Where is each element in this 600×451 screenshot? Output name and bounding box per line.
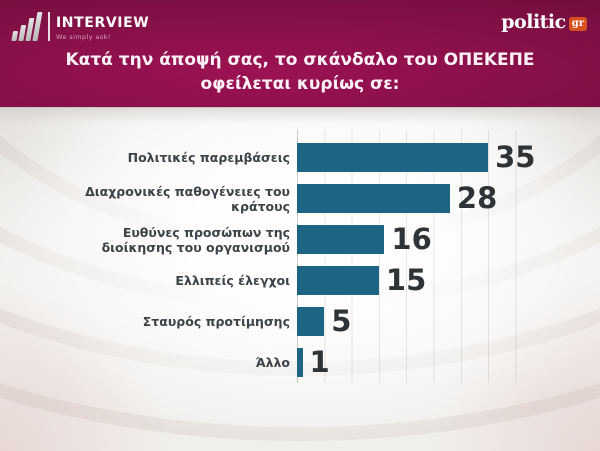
value-label: 15	[385, 263, 427, 297]
bar-chart: Πολιτικές παρεμβάσεις 35 Διαχρονικές παθ…	[53, 137, 593, 383]
politic-logo: politic gr	[501, 13, 587, 32]
poll-question-title: Κατά την άποψή σας, το σκάνδαλο του ΟΠΕΚ…	[65, 50, 535, 94]
chart-area: Πολιτικές παρεμβάσεις 35 Διαχρονικές παθ…	[0, 108, 600, 451]
bar	[297, 184, 450, 213]
interview-brand-name: INTERVIEW	[56, 15, 150, 31]
category-label: Σταυρός προτίμησης	[142, 314, 290, 329]
politic-brand-name: politic	[501, 11, 566, 33]
bar	[297, 348, 303, 377]
header-banner: INTERVIEW We simply ask! politic gr Κατά…	[0, 0, 600, 108]
value-label: 35	[495, 140, 536, 174]
bar	[297, 266, 379, 295]
category-label: Πολιτικές παρεμβάσεις	[127, 150, 290, 165]
category-label: Ελλιπείς έλεγχοι	[175, 273, 290, 288]
bar-row: Άλλο 1	[53, 342, 593, 383]
bar-row: Ευθύνες προσώπων της διοίκησης του οργαν…	[53, 219, 593, 260]
category-label: Διαχρονικές παθογένειες του κράτους	[85, 183, 290, 214]
bar	[297, 143, 489, 172]
category-label: Άλλο	[255, 355, 290, 370]
politic-gr-badge: gr	[568, 17, 587, 31]
logo-divider	[48, 12, 50, 41]
bar	[297, 307, 325, 336]
interview-tagline: We simply ask!	[56, 33, 111, 41]
bar-row: Ελλιπείς έλεγχοι 15	[53, 260, 593, 301]
bar-row: Σταυρός προτίμησης 5	[53, 301, 593, 342]
bar	[297, 225, 385, 254]
value-label: 5	[331, 304, 352, 338]
bar-row: Πολιτικές παρεμβάσεις 35	[53, 137, 593, 178]
category-label: Ευθύνες προσώπων της διοίκησης του οργαν…	[101, 224, 290, 255]
interview-logo: INTERVIEW We simply ask!	[11, 9, 150, 41]
audio-bars-icon	[11, 11, 44, 41]
value-label: 16	[391, 222, 432, 256]
value-label: 28	[456, 181, 498, 215]
chart-gridlines	[297, 130, 518, 383]
bar-row: Διαχρονικές παθογένειες του κράτους 28	[53, 178, 593, 219]
value-label: 1	[309, 345, 330, 379]
